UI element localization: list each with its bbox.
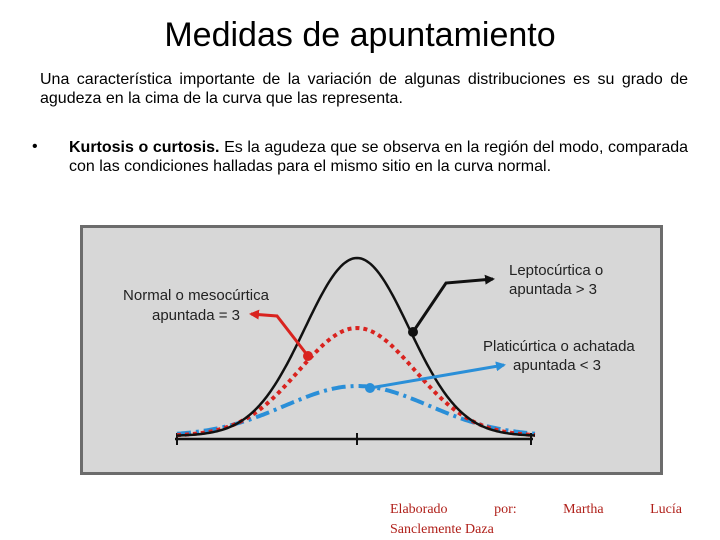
credit-line-2: Sanclemente Daza: [390, 522, 494, 537]
mesokurtic-label-line2: apuntada = 3: [152, 307, 240, 324]
credit-word-elaborado: Elaborado: [390, 502, 448, 517]
slide-title: Medidas de apuntamiento: [164, 16, 556, 54]
author-credit: Elaborado por: Martha Lucía Sanclemente …: [390, 500, 682, 540]
leptokurtic-arrow: [411, 274, 495, 333]
bullet-term: Kurtosis o curtosis.: [69, 139, 220, 156]
leptokurtic-label-line1: Leptocúrtica o: [509, 262, 603, 279]
credit-word-lucia: Lucía: [650, 502, 682, 517]
credit-line-1: Elaborado por: Martha Lucía: [390, 500, 682, 520]
credit-word-martha: Martha: [563, 502, 604, 517]
bullet-marker: •: [32, 138, 38, 155]
mesokurtic-curve: [176, 325, 536, 438]
mesokurtic-arrow: [249, 309, 310, 357]
kurtosis-figure: Normal o mesocúrtica apuntada = 3 Leptoc…: [80, 225, 663, 475]
bullet-text: Kurtosis o curtosis. Es la agudeza que s…: [69, 138, 688, 176]
platykurtic-arrow: [369, 361, 506, 390]
leptokurtic-label-line2: apuntada > 3: [509, 281, 597, 298]
credit-word-por: por:: [494, 502, 517, 517]
bullet-description: Es la agudeza que se observa en la regió…: [69, 139, 689, 175]
kurtosis-diagram: Normal o mesocúrtica apuntada = 3 Leptoc…: [123, 256, 635, 445]
intro-paragraph: Una característica importante de la vari…: [40, 71, 688, 107]
platykurtic-label-line1: Platicúrtica o achatada: [483, 338, 635, 355]
mesokurtic-label-line1: Normal o mesocúrtica: [123, 287, 270, 304]
platykurtic-label-line2: apuntada < 3: [513, 357, 601, 374]
leptokurtic-curve: [176, 256, 536, 437]
